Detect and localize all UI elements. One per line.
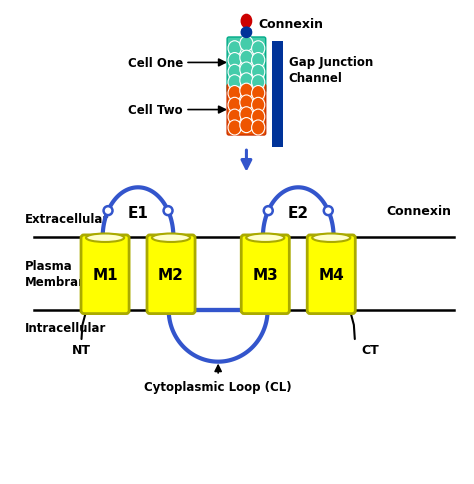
Ellipse shape xyxy=(252,110,265,125)
Ellipse shape xyxy=(228,53,241,68)
FancyBboxPatch shape xyxy=(147,235,195,314)
Text: M4: M4 xyxy=(319,267,344,282)
Text: CT: CT xyxy=(362,343,380,356)
Ellipse shape xyxy=(241,15,252,29)
Ellipse shape xyxy=(240,84,253,99)
Text: Connexin: Connexin xyxy=(258,18,323,31)
Text: E1: E1 xyxy=(128,205,148,220)
Text: Extracellular: Extracellular xyxy=(25,213,109,226)
Ellipse shape xyxy=(240,51,253,66)
FancyBboxPatch shape xyxy=(241,235,289,314)
Ellipse shape xyxy=(240,107,253,122)
Text: Cell One: Cell One xyxy=(128,57,183,70)
Ellipse shape xyxy=(228,121,241,136)
Ellipse shape xyxy=(240,96,253,111)
FancyBboxPatch shape xyxy=(81,235,129,314)
Ellipse shape xyxy=(228,65,241,80)
Text: E2: E2 xyxy=(288,205,309,220)
Circle shape xyxy=(264,207,273,216)
Ellipse shape xyxy=(228,110,241,125)
Text: Plasma
Membrane: Plasma Membrane xyxy=(25,259,95,288)
Ellipse shape xyxy=(228,86,241,101)
Ellipse shape xyxy=(252,121,265,136)
Text: M1: M1 xyxy=(92,267,118,282)
Text: Intracellular: Intracellular xyxy=(25,321,106,334)
Text: Cell Two: Cell Two xyxy=(128,104,183,117)
Ellipse shape xyxy=(152,234,190,242)
Ellipse shape xyxy=(228,76,241,91)
Ellipse shape xyxy=(86,234,124,242)
FancyBboxPatch shape xyxy=(227,85,266,136)
Ellipse shape xyxy=(252,86,265,101)
Ellipse shape xyxy=(241,28,252,38)
Ellipse shape xyxy=(312,234,350,242)
Ellipse shape xyxy=(246,234,284,242)
Circle shape xyxy=(164,207,173,216)
FancyBboxPatch shape xyxy=(307,235,356,314)
Ellipse shape xyxy=(240,63,253,78)
Text: Cytoplasmic Loop (CL): Cytoplasmic Loop (CL) xyxy=(145,380,292,393)
Circle shape xyxy=(324,207,333,216)
Text: M2: M2 xyxy=(158,267,184,282)
Ellipse shape xyxy=(228,42,241,57)
FancyBboxPatch shape xyxy=(227,38,266,93)
Ellipse shape xyxy=(240,37,253,52)
Text: Gap Junction
Channel: Gap Junction Channel xyxy=(289,56,373,85)
Ellipse shape xyxy=(240,74,253,89)
Ellipse shape xyxy=(240,118,253,134)
Text: NT: NT xyxy=(72,343,91,356)
Ellipse shape xyxy=(252,65,265,80)
Ellipse shape xyxy=(252,76,265,91)
Ellipse shape xyxy=(252,53,265,68)
Text: Connexin: Connexin xyxy=(386,205,451,218)
Text: M3: M3 xyxy=(252,267,278,282)
Ellipse shape xyxy=(252,42,265,57)
Bar xyxy=(273,42,283,148)
Ellipse shape xyxy=(252,98,265,113)
Circle shape xyxy=(103,207,112,216)
Ellipse shape xyxy=(228,98,241,113)
